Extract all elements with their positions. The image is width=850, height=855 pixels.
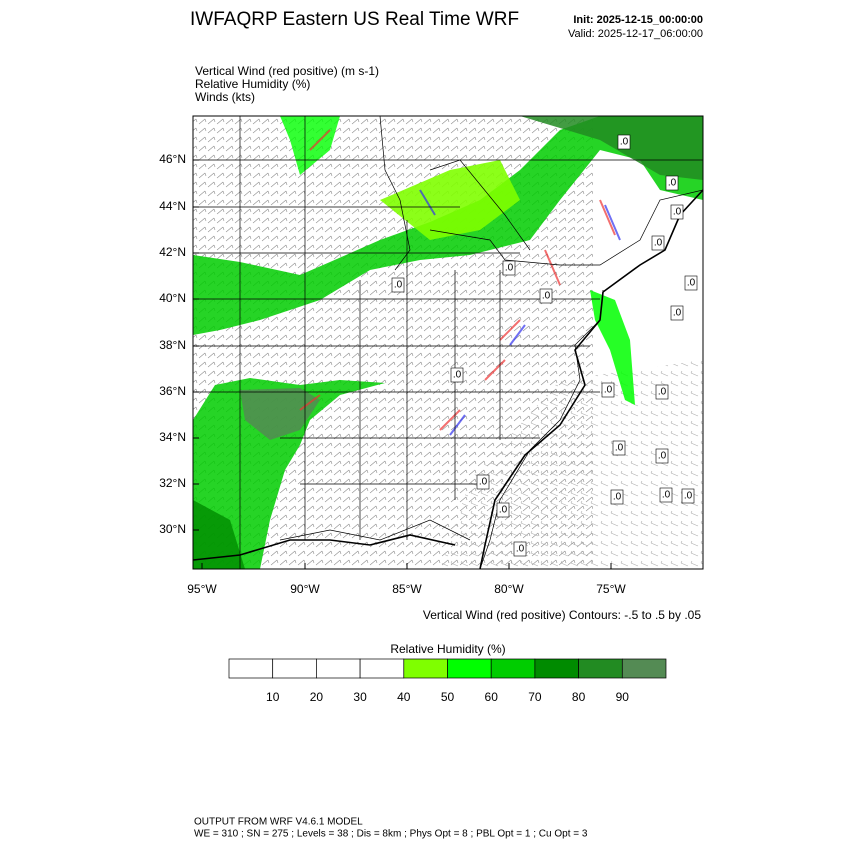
contour-label-box [502,260,516,276]
contour-label: .0 [658,387,667,398]
lon-label: 85°W [392,582,422,596]
colorbar-box [316,658,361,679]
contour-label: .0 [479,477,488,488]
colorbar-label: 40 [397,690,411,704]
lon-label: 95°W [187,582,217,596]
contour-label-box [476,474,490,490]
colorbar-label: 90 [616,690,630,704]
contour-label: .0 [662,490,671,501]
colorbar-label: 60 [485,690,499,704]
field-label: Vertical Wind (red positive) (m s-1) [195,64,379,78]
lat-label: 46°N [159,152,186,166]
colorbar-box [621,658,667,679]
contour-label: .0 [673,207,682,218]
colorbar-box [272,658,317,679]
contour-label-box [665,175,679,191]
lat-label: 42°N [159,245,186,259]
colorbar-label: 30 [353,690,367,704]
contour-label: .0 [604,385,613,396]
contour-label-box [681,488,695,504]
contour-label: .0 [684,491,693,502]
lat-label: 44°N [159,199,186,213]
colorbar-label: 70 [528,690,542,704]
contour-label-box [670,305,684,321]
contour-note: Vertical Wind (red positive) Contours: -… [423,608,701,622]
footer-line: OUTPUT FROM WRF V4.6.1 MODEL [194,817,363,828]
contour-label: .0 [673,308,682,319]
footer-line: WE = 310 ; SN = 275 ; Levels = 38 ; Dis … [194,829,588,840]
contour-label: .0 [687,278,696,289]
colorbar-title: Relative Humidity (%) [390,642,505,656]
lat-label: 40°N [159,291,186,305]
contour-label: .0 [394,280,403,291]
map [193,116,703,569]
contour-label-box [610,489,624,505]
colorbar-label: 80 [572,690,586,704]
contour-label: .0 [499,505,508,516]
colorbar-label: 20 [310,690,324,704]
lon-label: 80°W [494,582,524,596]
contour-label: .0 [615,443,624,454]
contour-label-box [670,204,684,220]
init-time: Init: 2025-12-15_00:00:00 [573,14,703,26]
lat-label: 34°N [159,430,186,444]
title: IWFAQRP Eastern US Real Time WRF [190,9,519,30]
colorbar-box [359,658,405,679]
colorbar-box [228,658,274,679]
contour-label-box [684,275,698,291]
colorbar-box [534,658,579,679]
colorbar-label: 10 [266,690,280,704]
colorbar-box [578,658,623,679]
contour-label: .0 [668,178,677,189]
contour-label-box [655,448,669,464]
colorbar-box [447,658,492,679]
contour-label: .0 [516,544,525,555]
lat-label: 36°N [159,384,186,398]
contour-label-box [617,134,631,150]
colorbar-box [403,658,448,679]
contour-label: .0 [453,370,462,381]
lat-label: 38°N [159,338,186,352]
colorbar-label: 50 [441,690,455,704]
lat-label: 32°N [159,476,186,490]
contour-label-box [391,277,405,293]
contour-label-box [655,384,669,400]
contour-label: .0 [613,492,622,503]
valid-time: Valid: 2025-12-17_06:00:00 [568,28,703,40]
contour-label-box [651,235,665,251]
contour-label-box [450,367,464,383]
contour-label-box [659,487,673,503]
contour-label: .0 [658,451,667,462]
contour-label: .0 [620,137,629,148]
lon-label: 75°W [596,582,626,596]
contour-label-box [496,502,510,518]
contour-label-box [539,288,553,304]
field-label: Relative Humidity (%) [195,77,310,91]
contour-label-box [612,440,626,456]
contour-label-box [513,541,527,557]
contour-label: .0 [542,291,551,302]
contour-label: .0 [505,263,514,274]
lon-label: 90°W [290,582,320,596]
contour-label: .0 [654,238,663,249]
field-label: Winds (kts) [195,90,255,104]
map-frame [192,115,704,570]
contour-label-box [601,382,615,398]
colorbar-box [490,658,536,679]
lat-label: 30°N [159,522,186,536]
